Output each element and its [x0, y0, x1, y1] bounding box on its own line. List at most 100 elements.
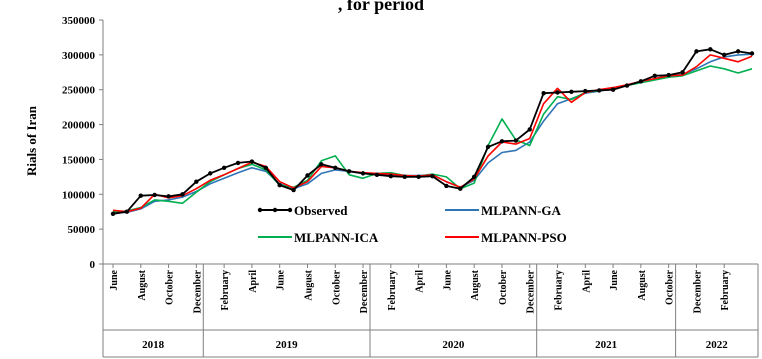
x-tick-label: October — [331, 269, 342, 305]
data-point-observed — [485, 144, 491, 150]
year-group-labels: 2018 2019 2020 2021 2022 — [142, 264, 728, 357]
data-point-observed — [499, 139, 505, 144]
x-tick-label: August — [637, 269, 648, 300]
x-tick-label: December — [692, 269, 703, 313]
data-point-observed — [430, 173, 435, 179]
legend-label-mlpann-ica: MLPANN-ICA — [294, 230, 379, 245]
data-point-observed — [166, 194, 171, 199]
series-line-mlpann-ica — [112, 65, 753, 213]
data-point-observed — [555, 90, 560, 95]
data-point-observed — [583, 88, 588, 94]
data-point-observed — [138, 193, 143, 198]
data-point-observed — [624, 83, 630, 88]
legend-label-mlpann-ga: MLPANN-GA — [481, 203, 562, 218]
y-tick-label: 0 — [90, 259, 96, 271]
data-point-observed — [124, 209, 130, 214]
y-tick-label: 300000 — [62, 50, 96, 62]
data-point-observed — [596, 88, 602, 93]
data-point-observed — [444, 183, 449, 189]
x-tick-labels: June August October December February April Ju… — [109, 264, 731, 313]
data-point-observed — [263, 165, 269, 170]
x-tick-label: February — [720, 270, 731, 311]
year-label: 2022 — [706, 339, 729, 351]
x-tick-label: April — [581, 270, 592, 293]
data-point-observed — [346, 169, 352, 174]
legend-marker-observed — [287, 207, 293, 213]
y-tick-label: 50000 — [68, 224, 96, 236]
data-point-observed — [305, 173, 310, 178]
data-point-observed — [652, 73, 657, 78]
x-tick-label: October — [498, 269, 509, 305]
x-tick-label: June — [276, 269, 287, 290]
series-line-mlpann-pso — [112, 54, 753, 213]
data-point-observed — [638, 79, 644, 84]
data-point-observed — [735, 49, 741, 54]
data-point-observed — [388, 173, 394, 179]
data-point-observed — [319, 162, 324, 167]
x-tick-label: February — [220, 270, 231, 311]
year-label: 2020 — [442, 339, 465, 351]
data-point-observed — [722, 52, 727, 58]
y-tick-label: 150000 — [62, 154, 96, 166]
data-point-observed — [110, 211, 116, 217]
data-point-observed — [208, 171, 213, 176]
data-point-observed — [235, 160, 241, 166]
x-tick-label: February — [387, 270, 398, 311]
x-tick-label: December — [359, 269, 370, 313]
year-label: 2018 — [142, 339, 165, 351]
legend-label-observed: Observed — [294, 203, 348, 218]
axes — [102, 20, 759, 358]
y-tick-label: 250000 — [62, 85, 96, 97]
data-point-observed — [194, 179, 199, 184]
data-point-observed — [374, 172, 380, 177]
data-point-observed — [180, 192, 185, 197]
data-point-observed — [541, 91, 546, 96]
series-group — [110, 47, 755, 217]
x-tick-label: June — [609, 269, 620, 290]
x-tick-label: August — [137, 269, 148, 300]
y-tick-labels: 0 50000 100000 150000 200000 250000 300000 3500… — [62, 15, 103, 271]
data-point-observed — [694, 49, 699, 54]
x-tick-label: October — [665, 269, 676, 305]
data-point-observed — [291, 187, 296, 193]
chart-title-fragment: , for period — [338, 0, 424, 14]
data-point-observed — [221, 165, 227, 170]
data-point-observed — [527, 127, 532, 132]
x-tick-label: December — [192, 269, 203, 313]
data-point-observed — [458, 186, 463, 191]
legend-marker-observed — [272, 207, 278, 213]
x-tick-label: June — [442, 269, 453, 290]
data-point-observed — [416, 174, 421, 180]
x-tick-label: October — [165, 269, 176, 305]
y-tick-label: 200000 — [62, 120, 96, 132]
year-label: 2019 — [276, 339, 299, 351]
data-point-observed — [277, 183, 282, 188]
year-label: 2021 — [595, 339, 617, 351]
x-tick-label: August — [470, 269, 481, 300]
data-point-observed — [569, 89, 574, 95]
x-tick-label: December — [526, 269, 537, 313]
x-tick-label: June — [109, 269, 120, 290]
y-tick-label: 100000 — [62, 189, 96, 201]
y-tick-label: 350000 — [62, 15, 96, 27]
data-point-observed — [152, 192, 157, 198]
data-point-observed — [610, 87, 616, 92]
y-axis-label: Rials of Iran — [24, 105, 39, 176]
data-point-observed — [680, 70, 685, 75]
data-point-observed — [249, 159, 255, 164]
x-tick-label: April — [415, 270, 426, 293]
data-point-observed — [749, 51, 755, 56]
data-point-observed — [402, 174, 407, 180]
data-point-observed — [666, 72, 671, 78]
data-point-observed — [513, 138, 519, 143]
series-line-observed — [112, 48, 753, 215]
data-point-observed — [708, 47, 713, 52]
data-point-observed — [333, 165, 338, 170]
data-point-observed — [360, 171, 366, 176]
legend: Observed MLPANN-GA MLPANN-ICA MLPANN-PSO — [257, 203, 567, 245]
x-tick-label: August — [303, 269, 314, 300]
legend-label-mlpann-pso: MLPANN-PSO — [481, 230, 567, 245]
data-point-observed — [471, 174, 477, 180]
legend-marker-observed — [257, 207, 263, 213]
